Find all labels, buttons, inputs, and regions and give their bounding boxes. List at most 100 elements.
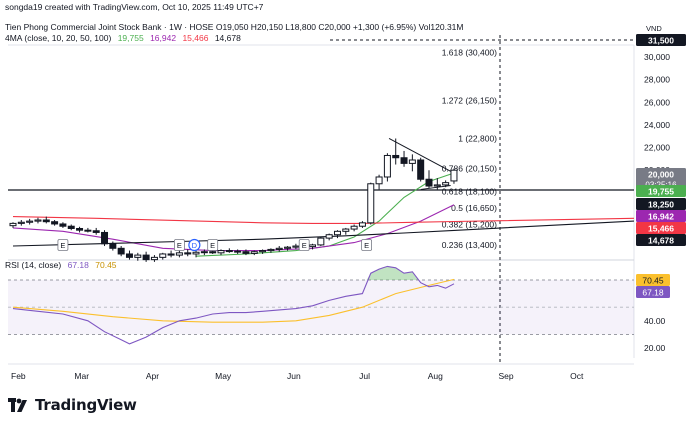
price-tag-close xyxy=(636,168,686,190)
price-tag-ma100-value: 14,678 xyxy=(648,236,674,246)
candle-body xyxy=(292,245,300,248)
candle xyxy=(317,236,325,247)
candle-body xyxy=(358,222,366,227)
candle-body xyxy=(225,250,233,253)
candle-body xyxy=(317,237,325,246)
fib-label-1.272: 1.272 (26,150) xyxy=(442,96,497,106)
candle xyxy=(400,150,408,167)
currency-label: VND xyxy=(646,24,662,33)
candle-body xyxy=(134,254,142,258)
price-tag-ma20-value: 16,942 xyxy=(648,212,674,222)
candle-body xyxy=(76,227,84,231)
candle-body xyxy=(92,230,100,233)
rsi-tick-label: 40.00 xyxy=(644,316,666,326)
candle xyxy=(175,250,183,258)
candle-body xyxy=(400,157,408,164)
price-pane xyxy=(8,45,634,256)
candle-body xyxy=(425,178,433,187)
candle xyxy=(42,216,50,224)
symbol-line: Tien Phong Commercial Joint Stock Bank ·… xyxy=(5,22,464,32)
fib-label-1.618: 1.618 (30,400) xyxy=(442,47,497,57)
rsi-value-tag xyxy=(636,274,670,286)
candle-body xyxy=(159,253,167,258)
candle xyxy=(51,220,59,226)
candle-body xyxy=(417,159,425,180)
candle-body xyxy=(259,250,267,253)
candle xyxy=(358,221,366,228)
candle xyxy=(92,227,100,235)
earnings-marker xyxy=(298,239,310,251)
candle xyxy=(17,220,25,226)
candle-body xyxy=(267,248,275,252)
candle xyxy=(275,246,283,252)
candle-body xyxy=(217,250,225,254)
price-tag-ma100 xyxy=(636,234,686,246)
rsi-value-tag xyxy=(636,286,670,298)
fib-label-0.786: 0.786 (20,150) xyxy=(442,163,497,173)
ma-legend-label: 4MA (close, 10, 20, 50, 100) xyxy=(5,33,112,43)
x-tick-label: Mar xyxy=(74,371,89,381)
tradingview-brand: TradingView xyxy=(8,396,137,416)
candle xyxy=(101,230,109,247)
candle xyxy=(134,252,142,261)
earnings-marker xyxy=(361,239,373,251)
price-tag-ma50 xyxy=(636,222,686,234)
ma-legend: 4MA (close, 10, 20, 50, 100) 19,755 16,9… xyxy=(5,33,241,44)
candle-body xyxy=(84,229,92,232)
candle-body xyxy=(250,251,258,254)
candle-body xyxy=(59,223,67,227)
candle xyxy=(333,230,341,239)
candle xyxy=(433,178,441,190)
candle xyxy=(417,157,425,182)
candle xyxy=(450,168,458,184)
rsi-legend: RSI (14, close) 67.18 70.45 xyxy=(5,260,117,271)
candle xyxy=(259,249,267,254)
triangle-upper-line xyxy=(388,138,451,172)
fib-label-0.618: 0.618 (18,100) xyxy=(442,187,497,197)
earnings-marker xyxy=(57,239,69,251)
candle xyxy=(250,250,258,256)
candle-body xyxy=(284,246,292,249)
ma50-legend-value: 15,466 xyxy=(182,33,209,43)
candle xyxy=(350,224,358,232)
rsi-overbought-fill xyxy=(366,266,420,280)
rsi-legend-label: RSI (14, close) xyxy=(5,260,62,270)
candle-body xyxy=(51,221,59,225)
fib-label-1: 1 (22,800) xyxy=(458,133,497,143)
candle-body xyxy=(275,247,283,250)
earnings-marker-label: E xyxy=(364,241,369,250)
x-tick-label: Aug xyxy=(428,371,443,381)
price-tag-support-value: 18,250 xyxy=(648,200,674,210)
price-tag-ma10 xyxy=(636,185,686,197)
y-tick-label: 24,000 xyxy=(644,120,670,130)
candle xyxy=(184,249,192,257)
dividend-marker xyxy=(188,238,201,252)
candle xyxy=(84,227,92,233)
rsi-ma-line xyxy=(12,278,455,323)
x-tick-label: Jul xyxy=(359,371,370,381)
fib-label-0.382: 0.382 (15,200) xyxy=(442,220,497,230)
candle-body xyxy=(375,176,383,185)
candle-body xyxy=(333,230,341,236)
candle-body xyxy=(367,183,375,224)
rsi-line xyxy=(12,265,455,345)
rsi-value-tag-label: 67.18 xyxy=(642,288,664,298)
fib-label-0.236: 0.236 (13,400) xyxy=(442,240,497,250)
candle-body xyxy=(167,253,175,256)
candle xyxy=(26,218,34,225)
price-tag-ma50-value: 15,466 xyxy=(648,224,674,234)
x-tick-label: Feb xyxy=(11,371,26,381)
candle-body xyxy=(242,251,250,254)
candle-body xyxy=(350,225,358,230)
price-tag-close-value: 20,000 xyxy=(648,170,674,180)
candle xyxy=(59,222,67,228)
candle xyxy=(225,248,233,253)
y-tick-label: 28,000 xyxy=(644,75,670,85)
candle-body xyxy=(42,219,50,223)
rsi-ma-legend-value: 70.45 xyxy=(95,260,117,270)
candle-body xyxy=(109,243,117,249)
candle xyxy=(383,153,391,182)
candle-body xyxy=(192,251,200,255)
candle xyxy=(76,226,84,233)
